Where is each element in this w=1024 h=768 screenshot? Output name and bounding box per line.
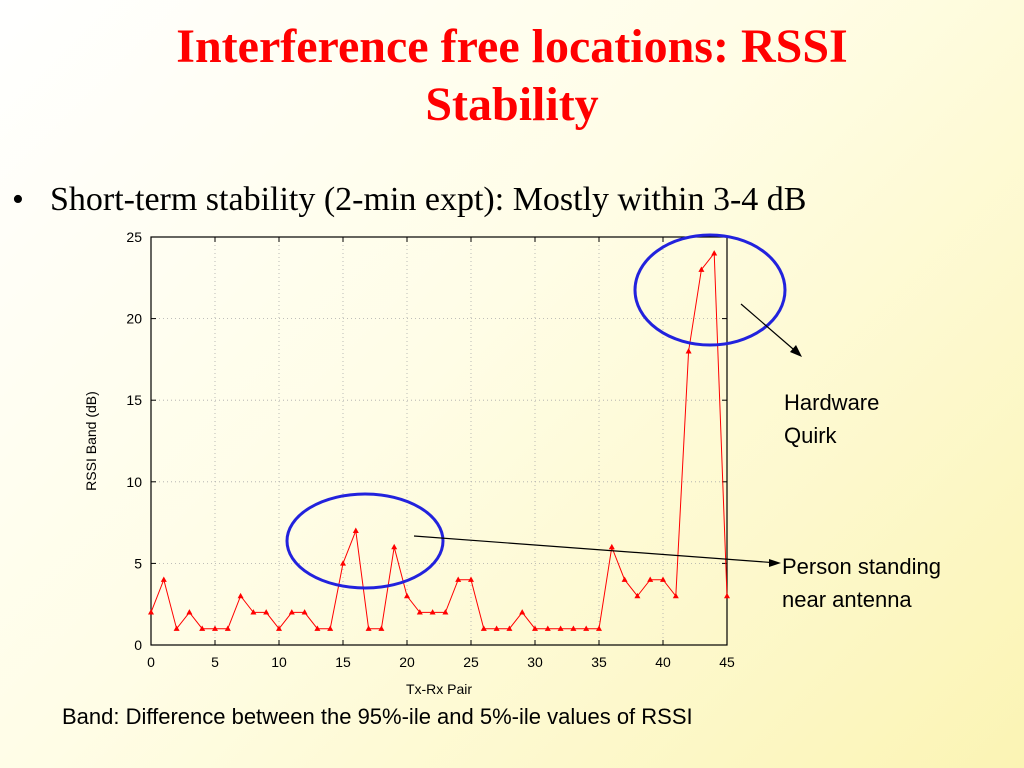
x-tick-label: 5 [211, 654, 219, 670]
data-point [711, 250, 718, 256]
person-highlight-circle [285, 492, 445, 590]
data-point [480, 625, 487, 631]
data-point [455, 576, 462, 582]
data-point [698, 266, 705, 272]
data-point [148, 609, 154, 615]
data-point [352, 527, 359, 533]
data-point [660, 576, 666, 582]
data-point [672, 592, 679, 599]
data-point [186, 609, 193, 615]
y-axis-label: RSSI Band (dB) [83, 391, 99, 491]
data-point [468, 576, 474, 582]
y-tick-label: 10 [126, 474, 142, 490]
data-point [570, 625, 577, 631]
x-tick-label: 35 [591, 654, 607, 670]
title-line-2: Stability [425, 78, 599, 131]
x-axis-label: Tx-Rx Pair [406, 681, 472, 697]
x-tick-label: 15 [335, 654, 351, 670]
data-point [378, 625, 385, 631]
data-point [583, 625, 590, 631]
data-point [608, 543, 615, 550]
hardware-quirk-line-2: Quirk [784, 423, 837, 448]
data-point [340, 560, 346, 566]
data-point [160, 576, 167, 582]
person-annotation: Person standing near antenna [782, 550, 941, 616]
data-point [442, 609, 449, 615]
bullet-text: Short-term stability (2-min expt): Mostl… [50, 181, 807, 218]
data-point [314, 625, 321, 631]
bullet-dot-icon: • [12, 181, 24, 218]
person-arrowhead [769, 559, 781, 567]
data-point [557, 625, 564, 631]
data-point [621, 576, 628, 582]
x-tick-label: 0 [147, 654, 155, 670]
data-point [596, 625, 602, 631]
hardware-quirk-annotation: Hardware Quirk [784, 386, 879, 452]
data-point [263, 609, 270, 615]
data-point [224, 625, 231, 631]
y-tick-label: 15 [126, 392, 142, 408]
person-annotation-line-2: near antenna [782, 587, 912, 612]
data-point [327, 625, 334, 631]
marker-layer [148, 250, 730, 631]
data-point [288, 609, 295, 615]
data-point [212, 625, 218, 631]
data-point [429, 609, 436, 615]
data-point [506, 625, 513, 631]
data-point [647, 576, 654, 582]
data-point [391, 543, 398, 550]
x-tick-label: 10 [271, 654, 287, 670]
data-point [173, 625, 180, 631]
data-point [365, 625, 372, 631]
band-caption: Band: Difference between the 95%-ile and… [62, 704, 693, 729]
grid-layer [151, 237, 727, 645]
data-point [416, 609, 423, 615]
data-point [634, 592, 641, 599]
hardware-quirk-arrow [740, 303, 801, 356]
x-tick-label: 30 [527, 654, 543, 670]
data-point [276, 625, 282, 631]
data-point [519, 609, 526, 615]
person-annotation-line-1: Person standing [782, 554, 941, 579]
y-tick-label: 0 [134, 637, 142, 653]
data-point [301, 609, 308, 615]
person-arrow [413, 535, 779, 564]
plot-frame [150, 236, 728, 646]
y-tick-label: 25 [126, 229, 142, 245]
x-tick-label: 40 [655, 654, 671, 670]
data-point [685, 348, 692, 354]
slide-title: Interference free locations: RSSI Stabil… [0, 18, 1024, 134]
data-point [250, 609, 257, 615]
data-point [532, 625, 538, 631]
data-point [544, 625, 551, 631]
data-point [493, 625, 500, 631]
y-tick-label: 20 [126, 311, 142, 327]
data-point [237, 592, 244, 599]
x-tick-label: 25 [463, 654, 479, 670]
hardware-quirk-line-1: Hardware [784, 390, 880, 415]
bullet-point: • Short-term stability (2-min expt): Most… [12, 178, 1012, 222]
x-tick-label: 45 [719, 654, 735, 670]
x-tick-label: 20 [399, 654, 415, 670]
data-point [724, 592, 730, 599]
data-point [199, 625, 206, 631]
hardware-quirk-arrowhead [790, 345, 802, 357]
series-line [150, 251, 728, 630]
hardware-quirk-highlight-circle [633, 233, 787, 347]
y-tick-label: 5 [134, 555, 142, 571]
tick-layer: 0 5 10 15 20 25 30 35 40 45 0 5 10 15 20 25 [126, 229, 735, 670]
title-line-1: Interference free locations: RSSI [176, 20, 848, 73]
data-point [404, 592, 410, 599]
